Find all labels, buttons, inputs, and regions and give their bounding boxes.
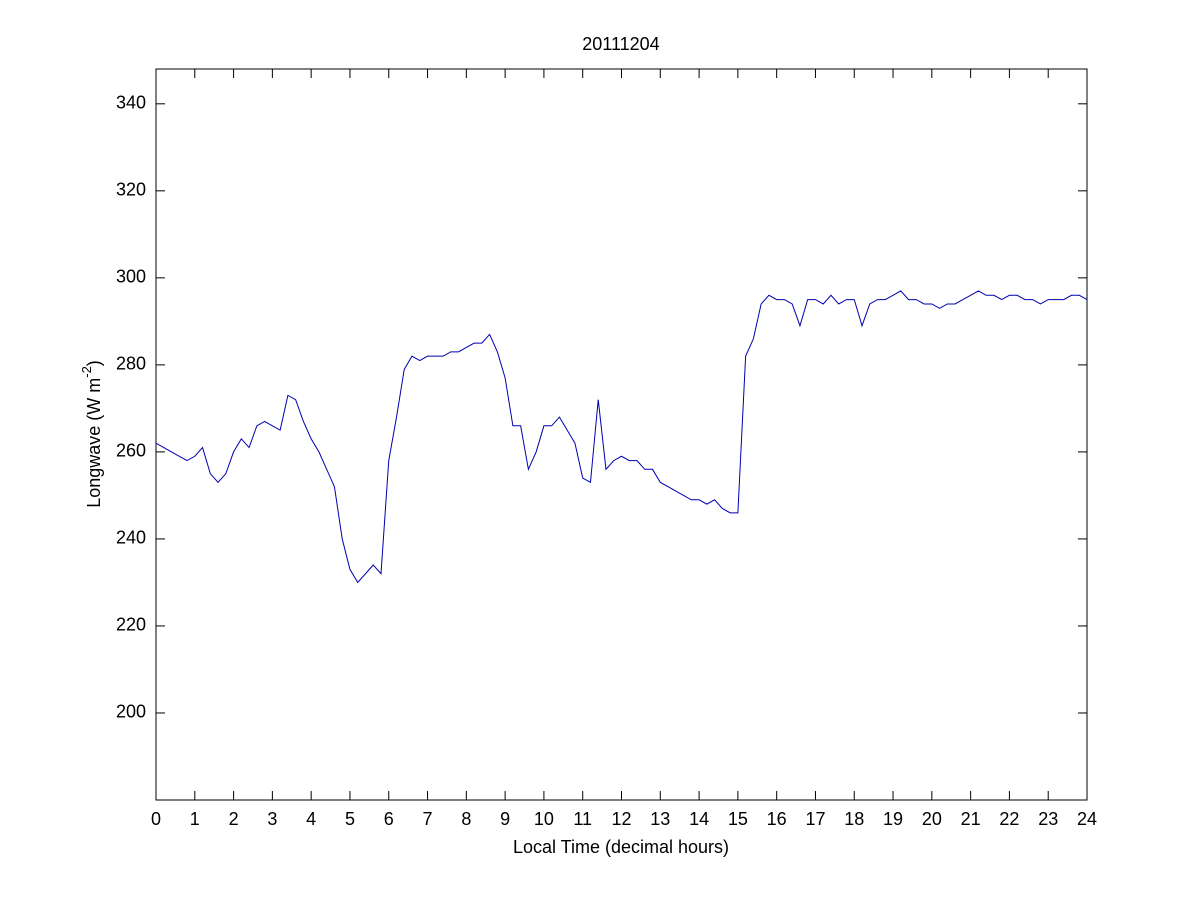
x-tick-label: 5 [345, 809, 355, 829]
data-line [155, 290, 1088, 584]
x-tick-label: 1 [190, 809, 200, 829]
y-tick-label: 200 [116, 702, 146, 722]
x-tick-label: 19 [883, 809, 903, 829]
x-tick-label: 3 [267, 809, 277, 829]
x-tick-label: 7 [423, 809, 433, 829]
x-tick-label: 4 [306, 809, 316, 829]
chart-title: 20111204 [582, 34, 659, 54]
x-tick-label: 15 [728, 809, 748, 829]
x-tick-label: 16 [767, 809, 787, 829]
plot-area [155, 68, 1088, 801]
x-tick-label: 22 [999, 809, 1019, 829]
x-tick-label: 10 [534, 809, 554, 829]
x-tick-label: 23 [1038, 809, 1058, 829]
x-tick-label: 21 [961, 809, 981, 829]
y-tick-label: 260 [116, 441, 146, 461]
y-tick-label: 340 [116, 93, 146, 113]
x-tick-label: 6 [384, 809, 394, 829]
y-tick-label: 220 [116, 615, 146, 635]
x-tick-label: 0 [151, 809, 161, 829]
y-tick-label: 320 [116, 180, 146, 200]
y-tick-label: 300 [116, 267, 146, 287]
x-tick-label: 20 [922, 809, 942, 829]
x-tick-label: 18 [844, 809, 864, 829]
x-tick-label: 17 [805, 809, 825, 829]
x-tick-label: 11 [573, 809, 592, 829]
y-tick-label: 240 [116, 528, 146, 548]
x-tick-label: 2 [229, 809, 239, 829]
y-axis-label-text: Longwave (W m [84, 378, 104, 508]
x-tick-label: 13 [650, 809, 670, 829]
y-axis-label-end: ) [84, 360, 104, 366]
y-axis-label-sup: -2 [79, 366, 94, 378]
x-tick-label: 14 [689, 809, 709, 829]
x-tick-label: 24 [1077, 809, 1097, 829]
x-tick-label: 9 [500, 809, 510, 829]
x-tick-label: 8 [461, 809, 471, 829]
x-axis-label: Local Time (decimal hours) [513, 837, 729, 857]
x-tick-label: 12 [611, 809, 631, 829]
y-axis-label: Longwave (W m-2) [79, 360, 103, 508]
y-tick-label: 280 [116, 354, 146, 374]
